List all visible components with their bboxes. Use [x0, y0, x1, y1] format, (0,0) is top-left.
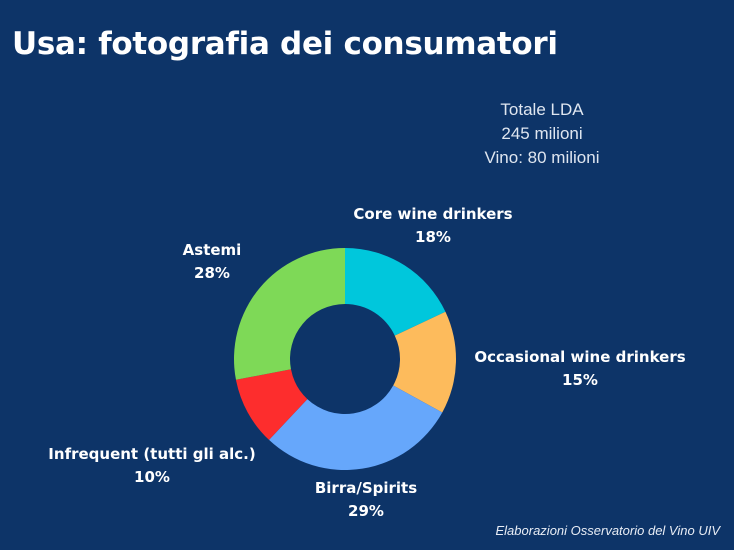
label-value: 29% — [348, 502, 384, 520]
label-occasional-wine-drinkers: Occasional wine drinkers 15% — [474, 346, 685, 392]
totals-line: 245 milioni — [501, 124, 583, 143]
label-category: Astemi — [182, 241, 242, 259]
label-category: Occasional wine drinkers — [474, 348, 686, 366]
donut-slice-occasional-wine-drinkers — [393, 311, 456, 413]
label-category: Core wine drinkers — [353, 205, 513, 223]
label-astemi: Astemi 28% — [183, 239, 242, 285]
label-value: 18% — [415, 228, 451, 246]
totals-line: Vino: 80 milioni — [484, 148, 600, 167]
donut-slice-infrequent-tutti-gli-alc — [235, 369, 308, 440]
label-core-wine-drinkers: Core wine drinkers 18% — [353, 203, 512, 249]
donut-slice-birra-spirits — [269, 385, 443, 471]
label-value: 10% — [134, 468, 170, 486]
donut-slice-astemi — [233, 248, 345, 380]
label-value: 28% — [194, 264, 230, 282]
totals-note: Totale LDA 245 milioni Vino: 80 milioni — [442, 98, 642, 170]
label-infrequent: Infrequent (tutti gli alc.) 10% — [48, 443, 255, 489]
totals-line: Totale LDA — [500, 100, 584, 119]
page-title: Usa: fotografia dei consumatori — [12, 26, 558, 62]
label-category: Birra/Spirits — [314, 479, 418, 497]
label-birra-spirits: Birra/Spirits 29% — [315, 477, 417, 523]
donut-slice-core-wine-drinkers — [345, 248, 446, 336]
label-value: 15% — [562, 371, 598, 389]
label-category: Infrequent (tutti gli alc.) — [48, 445, 256, 463]
source-note: Elaborazioni Osservatorio del Vino UIV — [495, 523, 721, 538]
